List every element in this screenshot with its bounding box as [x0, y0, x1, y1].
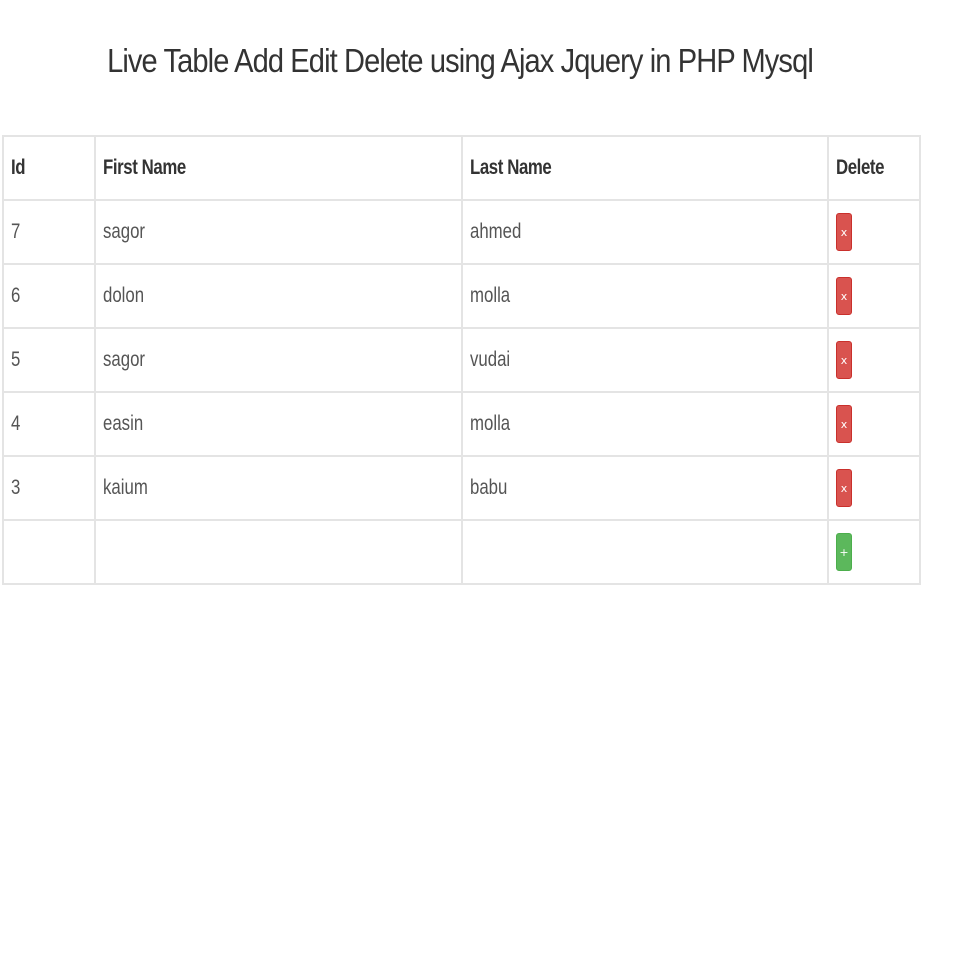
new-last-name-field[interactable]	[461, 519, 829, 585]
cell-last-name[interactable]: vudai	[461, 327, 829, 393]
table-row: 6 dolon molla x	[2, 263, 921, 329]
table-header-row: Id First Name Last Name Delete	[2, 135, 921, 201]
header-first-name: First Name	[94, 135, 463, 201]
header-last-name: Last Name	[461, 135, 829, 201]
new-first-name-field[interactable]	[94, 519, 463, 585]
table-row: 7 sagor ahmed x	[2, 199, 921, 265]
cell-delete: x	[827, 455, 921, 521]
cell-delete: x	[827, 327, 921, 393]
delete-button[interactable]: x	[836, 213, 852, 251]
cell-first-name[interactable]: kaium	[94, 455, 463, 521]
header-id: Id	[2, 135, 96, 201]
delete-button[interactable]: x	[836, 277, 852, 315]
delete-button[interactable]: x	[836, 469, 852, 507]
new-id-cell	[2, 519, 96, 585]
cell-id: 4	[2, 391, 96, 457]
table-row: 4 easin molla x	[2, 391, 921, 457]
cell-last-name[interactable]: molla	[461, 391, 829, 457]
page-title: Live Table Add Edit Delete using Ajax Jq…	[107, 42, 814, 79]
table-row: 5 sagor vudai x	[2, 327, 921, 393]
cell-delete: x	[827, 263, 921, 329]
new-row: +	[2, 519, 921, 585]
cell-first-name[interactable]: dolon	[94, 263, 463, 329]
cell-first-name[interactable]: sagor	[94, 199, 463, 265]
cell-add: +	[827, 519, 921, 585]
cell-last-name[interactable]: ahmed	[461, 199, 829, 265]
delete-button[interactable]: x	[836, 405, 852, 443]
live-data-table: Id First Name Last Name Delete 7 sagor a…	[2, 135, 921, 585]
table-row: 3 kaium babu x	[2, 455, 921, 521]
cell-id: 3	[2, 455, 96, 521]
cell-id: 5	[2, 327, 96, 393]
cell-last-name[interactable]: babu	[461, 455, 829, 521]
cell-first-name[interactable]: sagor	[94, 327, 463, 393]
cell-first-name[interactable]: easin	[94, 391, 463, 457]
cell-last-name[interactable]: molla	[461, 263, 829, 329]
cell-delete: x	[827, 391, 921, 457]
cell-id: 7	[2, 199, 96, 265]
cell-delete: x	[827, 199, 921, 265]
header-delete: Delete	[827, 135, 921, 201]
delete-button[interactable]: x	[836, 341, 852, 379]
add-button[interactable]: +	[836, 533, 852, 571]
cell-id: 6	[2, 263, 96, 329]
